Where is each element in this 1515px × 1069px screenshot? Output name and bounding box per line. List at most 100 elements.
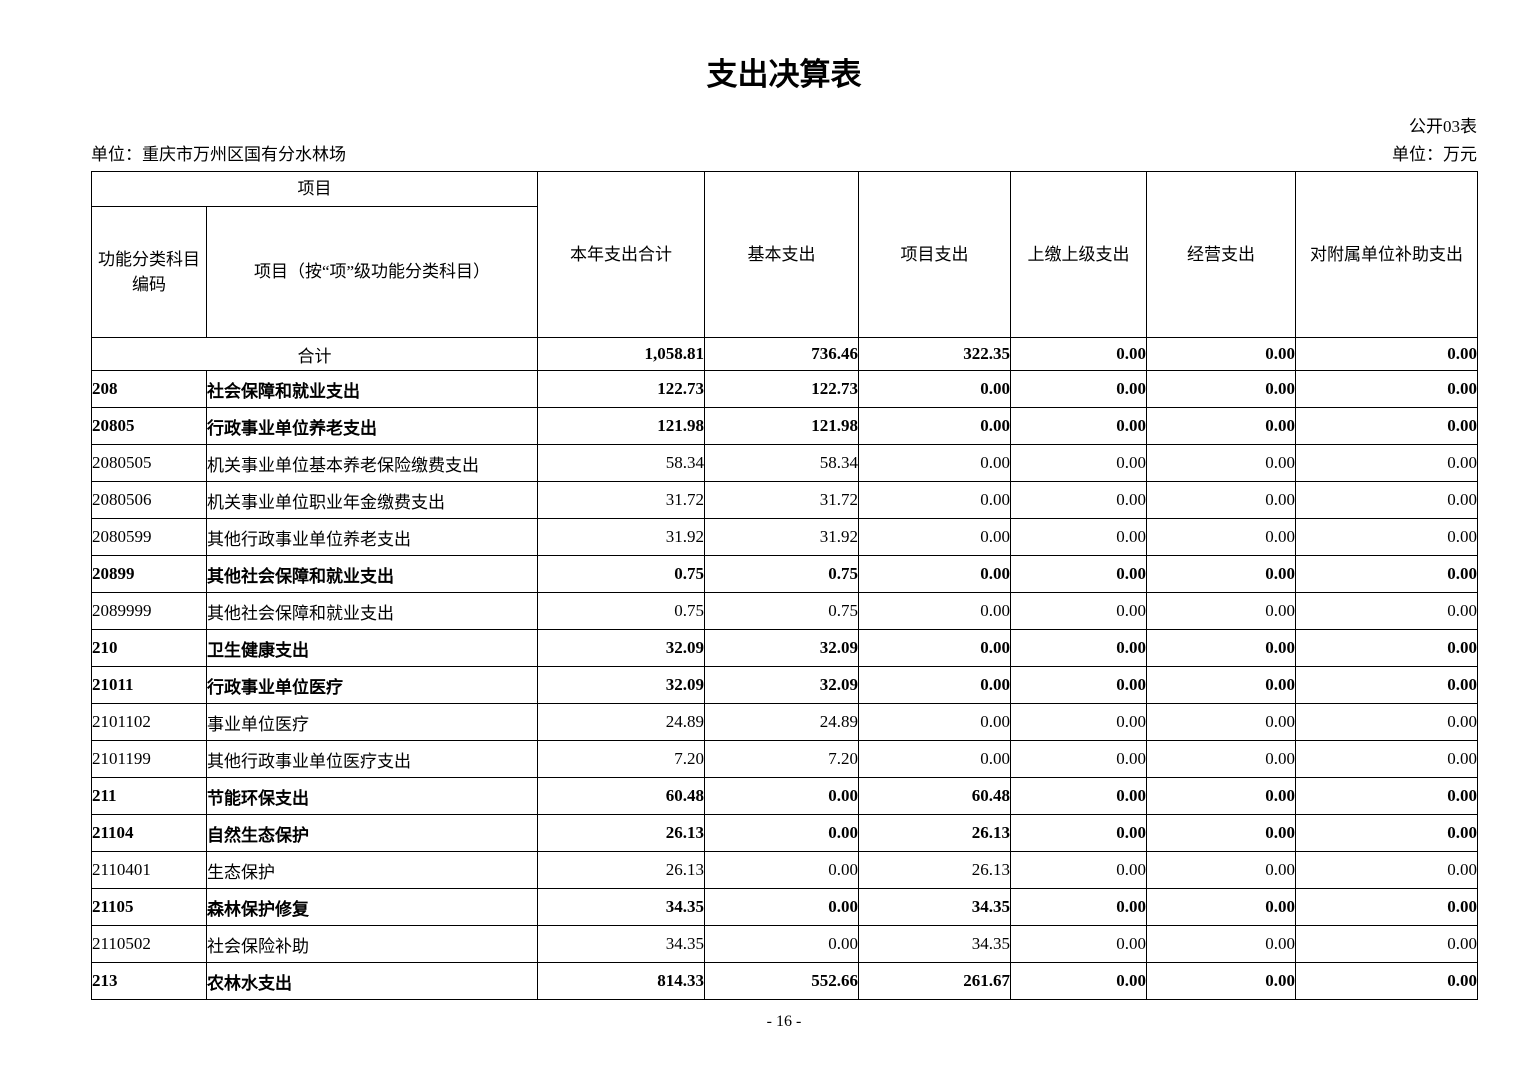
row-value: 0.00 bbox=[1295, 592, 1478, 631]
header-function-code: 功能分类科目 编码 bbox=[91, 206, 207, 339]
row-value: 0.00 bbox=[1146, 962, 1296, 1001]
row-value: 26.13 bbox=[858, 814, 1011, 853]
row-value: 0.00 bbox=[1295, 555, 1478, 594]
total-row-value: 736.46 bbox=[704, 337, 859, 372]
row-value: 0.00 bbox=[1010, 666, 1147, 705]
row-value: 0.00 bbox=[1010, 444, 1147, 483]
row-value: 0.00 bbox=[1295, 370, 1478, 409]
row-value: 0.00 bbox=[1010, 370, 1147, 409]
page-number: - 16 - bbox=[766, 1013, 802, 1031]
page-title: 支出决算表 bbox=[706, 57, 862, 92]
row-value: 34.35 bbox=[858, 925, 1011, 964]
row-value: 58.34 bbox=[537, 444, 705, 483]
row-value: 122.73 bbox=[537, 370, 705, 409]
row-value: 122.73 bbox=[704, 370, 859, 409]
row-item-name: 社会保险补助 bbox=[206, 925, 538, 964]
row-value: 0.00 bbox=[1146, 703, 1296, 742]
row-value: 31.72 bbox=[704, 481, 859, 520]
total-row-value: 1,058.81 bbox=[537, 337, 705, 372]
table-row: 20805 行政事业单位养老支出 121.98 121.98 0.00 0.00 0.00 0… bbox=[91, 407, 1478, 446]
row-value: 0.75 bbox=[704, 555, 859, 594]
row-code: 2101102 bbox=[91, 703, 207, 742]
total-row-value: 0.00 bbox=[1010, 337, 1147, 372]
row-value: 0.00 bbox=[1295, 481, 1478, 520]
row-item-name: 自然生态保护 bbox=[206, 814, 538, 853]
document-sheet: 支出决算表 公开03表 单位：重庆市万州区国有分水林场 单位：万元 项目 本年支… bbox=[91, 0, 1478, 1031]
table-row: 211 节能环保支出 60.48 0.00 60.48 0.00 0.00 0.00 bbox=[91, 777, 1478, 816]
row-value: 0.00 bbox=[1146, 629, 1296, 668]
row-value: 0.75 bbox=[537, 555, 705, 594]
table-row: 20899 其他社会保障和就业支出 0.75 0.75 0.00 0.00 0.00 0.00 bbox=[91, 555, 1478, 594]
row-value: 0.00 bbox=[1146, 814, 1296, 853]
table-row: 2080505 机关事业单位基本养老保险缴费支出 58.34 58.34 0.00 0.0… bbox=[91, 444, 1478, 483]
row-value: 0.00 bbox=[1295, 444, 1478, 483]
row-value: 0.00 bbox=[1295, 740, 1478, 779]
row-item-name: 农林水支出 bbox=[206, 962, 538, 1001]
row-value: 0.00 bbox=[704, 814, 859, 853]
row-value: 31.72 bbox=[537, 481, 705, 520]
row-value: 0.00 bbox=[858, 703, 1011, 742]
row-code: 2089999 bbox=[91, 592, 207, 631]
row-value: 34.35 bbox=[537, 925, 705, 964]
table-row: 21104 自然生态保护 26.13 0.00 26.13 0.00 0.00 0.00 bbox=[91, 814, 1478, 853]
table-row: 21105 森林保护修复 34.35 0.00 34.35 0.00 0.00 0.00 bbox=[91, 888, 1478, 927]
row-value: 0.00 bbox=[1146, 555, 1296, 594]
row-value: 0.00 bbox=[1295, 518, 1478, 557]
row-value: 0.00 bbox=[704, 925, 859, 964]
row-value: 0.00 bbox=[1146, 777, 1296, 816]
row-value: 121.98 bbox=[537, 407, 705, 446]
header-item-name: 项目（按“项”级功能分类科目） bbox=[206, 206, 538, 339]
row-code: 2110502 bbox=[91, 925, 207, 964]
row-code: 21104 bbox=[91, 814, 207, 853]
row-item-name: 生态保护 bbox=[206, 851, 538, 890]
row-item-name: 其他社会保障和就业支出 bbox=[206, 555, 538, 594]
header-function-code-line2: 编码 bbox=[132, 275, 166, 295]
row-code: 21105 bbox=[91, 888, 207, 927]
row-item-name: 其他行政事业单位养老支出 bbox=[206, 518, 538, 557]
row-value: 0.00 bbox=[1146, 592, 1296, 631]
row-value: 0.00 bbox=[1295, 925, 1478, 964]
total-row-value: 0.00 bbox=[1295, 337, 1478, 372]
row-value: 24.89 bbox=[704, 703, 859, 742]
row-value: 0.00 bbox=[1010, 407, 1147, 446]
row-value: 0.00 bbox=[1010, 592, 1147, 631]
row-value: 0.00 bbox=[858, 555, 1011, 594]
row-item-name: 行政事业单位医疗 bbox=[206, 666, 538, 705]
row-value: 0.00 bbox=[1295, 814, 1478, 853]
row-value: 0.00 bbox=[1010, 777, 1147, 816]
row-value: 0.00 bbox=[858, 740, 1011, 779]
row-value: 7.20 bbox=[704, 740, 859, 779]
unit-line: 单位：重庆市万州区国有分水林场 单位：万元 bbox=[91, 146, 1477, 164]
row-item-name: 其他行政事业单位医疗支出 bbox=[206, 740, 538, 779]
row-value: 0.75 bbox=[704, 592, 859, 631]
row-value: 60.48 bbox=[858, 777, 1011, 816]
header-project-expenditure: 项目支出 bbox=[858, 171, 1011, 339]
row-value: 60.48 bbox=[537, 777, 705, 816]
row-value: 0.00 bbox=[1146, 444, 1296, 483]
unit-currency-label: 单位：万元 bbox=[1392, 145, 1477, 165]
table-row: 2110401 生态保护 26.13 0.00 26.13 0.00 0.00 0.00 bbox=[91, 851, 1478, 890]
table-row: 2080506 机关事业单位职业年金缴费支出 31.72 31.72 0.00 0.00 0… bbox=[91, 481, 1478, 520]
row-value: 0.00 bbox=[858, 629, 1011, 668]
table-row: 2101102 事业单位医疗 24.89 24.89 0.00 0.00 0.00 0.00 bbox=[91, 703, 1478, 742]
row-value: 0.00 bbox=[1146, 925, 1296, 964]
row-item-name: 其他社会保障和就业支出 bbox=[206, 592, 538, 631]
table-row: 2080599 其他行政事业单位养老支出 31.92 31.92 0.00 0.00 0.0… bbox=[91, 518, 1478, 557]
header-operating-expenditure: 经营支出 bbox=[1146, 171, 1296, 339]
header-subsidy-expenditure: 对附属单位补助支出 bbox=[1295, 171, 1478, 339]
row-value: 7.20 bbox=[537, 740, 705, 779]
row-value: 0.00 bbox=[1146, 666, 1296, 705]
row-value: 34.35 bbox=[537, 888, 705, 927]
row-value: 0.00 bbox=[1295, 851, 1478, 890]
row-code: 2101199 bbox=[91, 740, 207, 779]
row-value: 0.00 bbox=[858, 370, 1011, 409]
table-body: 合计 1,058.81 736.46 322.35 0.00 0.00 0.00… bbox=[91, 337, 1478, 1001]
row-value: 31.92 bbox=[537, 518, 705, 557]
total-row-label: 合计 bbox=[91, 337, 538, 372]
row-value: 0.00 bbox=[1146, 888, 1296, 927]
row-value: 0.00 bbox=[858, 592, 1011, 631]
row-item-name: 机关事业单位职业年金缴费支出 bbox=[206, 481, 538, 520]
row-value: 0.00 bbox=[1010, 481, 1147, 520]
row-value: 0.00 bbox=[1010, 555, 1147, 594]
row-value: 0.00 bbox=[704, 851, 859, 890]
